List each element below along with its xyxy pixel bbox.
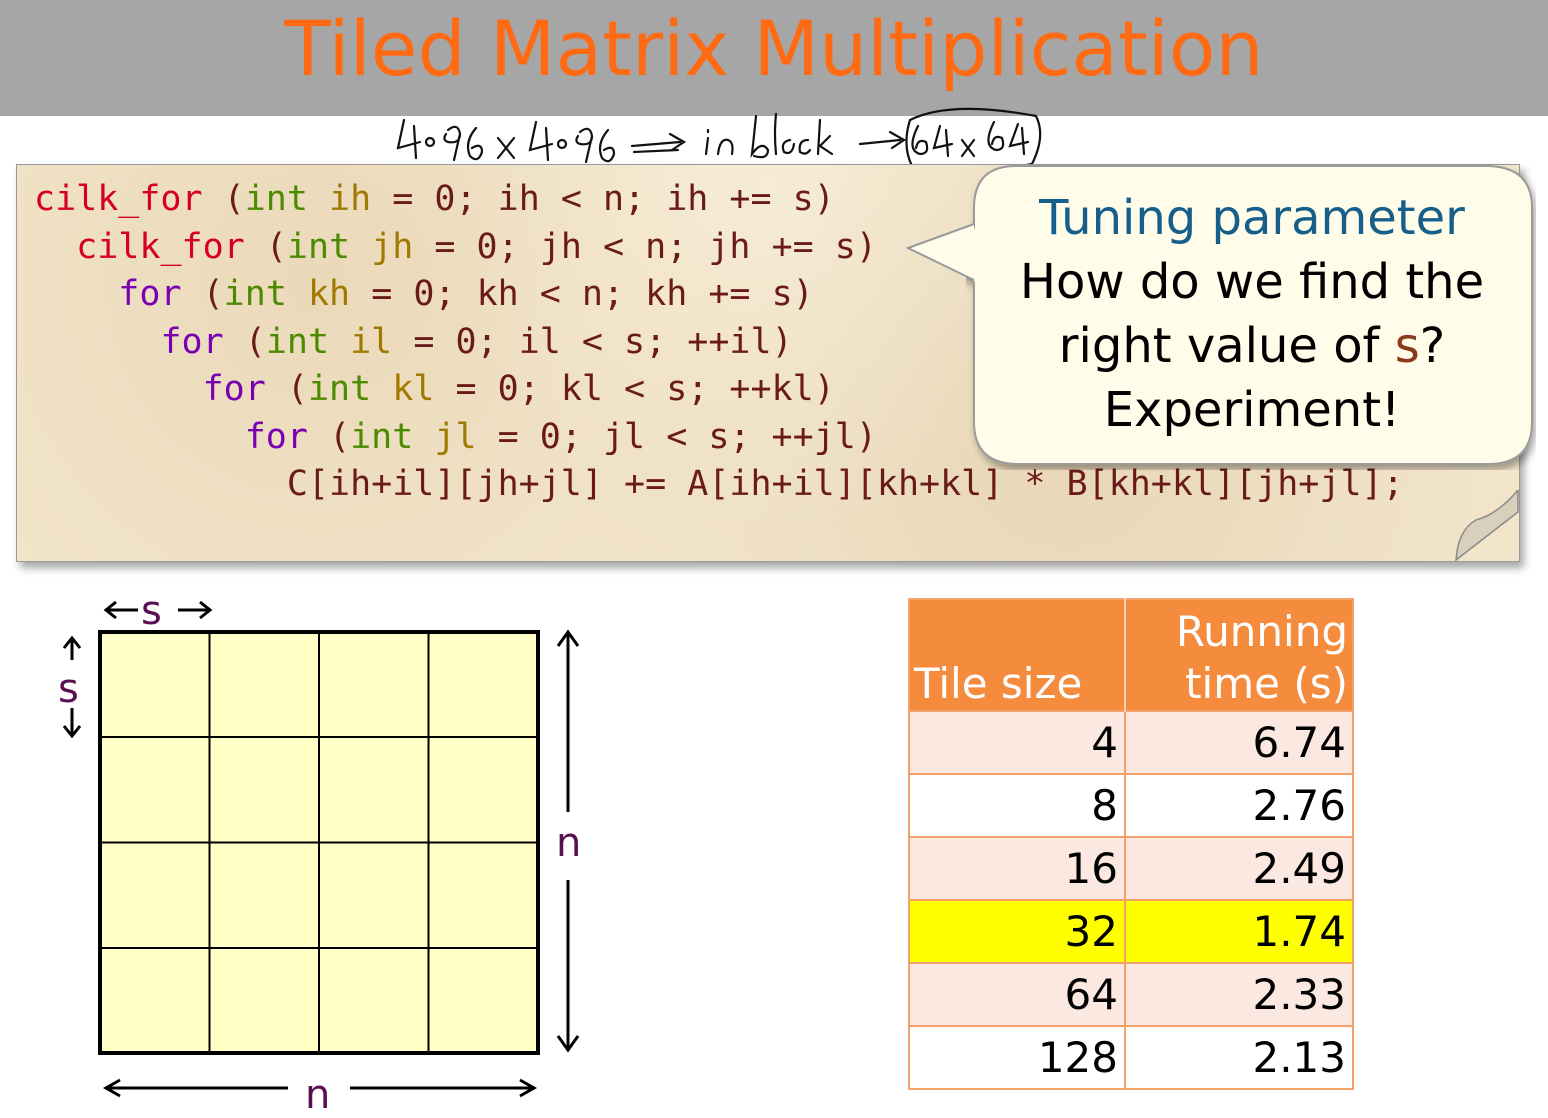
tile-size-label-top: s (141, 588, 162, 634)
tile-size-cell: 128 (909, 1025, 1126, 1089)
tiled-matrix-diagram (62, 600, 580, 1098)
code-line-3: for (int kh = 0; kh < n; kh += s) (118, 274, 814, 314)
callout-pointer (906, 223, 975, 281)
tile-size-label-left: s (58, 666, 79, 712)
code-line-1: cilk_for (int ih = 0; ih < n; ih += s) (34, 179, 835, 219)
keyword-for: for (202, 369, 266, 409)
slide-title: Tiled Matrix Multiplication (284, 4, 1264, 93)
running-time-cell: 2.33 (1125, 962, 1353, 1026)
callout-bubble (966, 165, 1533, 465)
callout-text: Tuning parameter How do we find the righ… (978, 186, 1526, 442)
code-line-2: cilk_for (int jh = 0; jh < n; jh += s) (76, 226, 877, 267)
tile-size-cell: 32 (909, 899, 1126, 963)
code-line-6: for (int jl = 0; jl < s; ++jl) (244, 416, 877, 457)
code-block: cilk_for (int ih = 0; ih < n; ih += s) c… (34, 176, 1404, 509)
running-time-cell: 6.74 (1125, 710, 1353, 774)
callout-heading: Tuning parameter (1039, 190, 1465, 246)
tile-size-cell: 4 (909, 710, 1126, 774)
keyword-cilk-for: cilk_for (34, 179, 203, 219)
code-line-5: for (int kl = 0; kl < s; ++kl) (202, 369, 835, 409)
header-running-time: Running time (s) (1125, 599, 1353, 711)
header-tile-size: Tile size (909, 599, 1126, 711)
code-line-4: for (int il = 0; il < s; ++il) (160, 321, 793, 362)
running-time-cell: 2.13 (1125, 1025, 1353, 1089)
running-time-cell: 2.49 (1125, 836, 1353, 900)
table-row: 64 2.33 (909, 962, 1353, 1026)
running-time-cell: 1.74 (1125, 899, 1353, 963)
table-row: 16 2.49 (909, 836, 1353, 900)
table-row: 4 6.74 (909, 710, 1353, 774)
keyword-for: for (244, 416, 308, 457)
callout-line-1: How do we find the (1019, 254, 1485, 310)
keyword-cilk-for: cilk_for (76, 226, 245, 267)
keyword-for: for (118, 274, 182, 314)
table-row: 128 2.13 (909, 1025, 1353, 1089)
code-line-7: C[ih+il][jh+jl] += A[ih+il][kh+kl] * B[k… (34, 464, 1404, 504)
tile-size-cell: 64 (909, 962, 1126, 1026)
title-bar (0, 0, 1548, 116)
matrix-size-label-bottom: n (305, 1072, 331, 1118)
matrix-size-label-right: n (556, 820, 582, 866)
keyword-for: for (160, 321, 224, 362)
running-time-cell: 2.76 (1125, 773, 1353, 837)
tile-size-cell: 8 (909, 773, 1126, 837)
table-row: 8 2.76 (909, 773, 1353, 837)
table-header-row: Tile size Running time (s) (909, 599, 1353, 711)
callout-line-2: right value of s? (1058, 318, 1446, 374)
tile-size-timing-table: Tile size Running time (s) 4 6.74 8 2.76 … (908, 598, 1354, 1090)
handwritten-annotation (396, 107, 1042, 172)
tile-size-cell: 16 (909, 836, 1126, 900)
page-curl-corner (1455, 490, 1519, 562)
callout-line-3: Experiment! (1103, 382, 1401, 438)
table-row-highlighted: 32 1.74 (909, 899, 1353, 963)
